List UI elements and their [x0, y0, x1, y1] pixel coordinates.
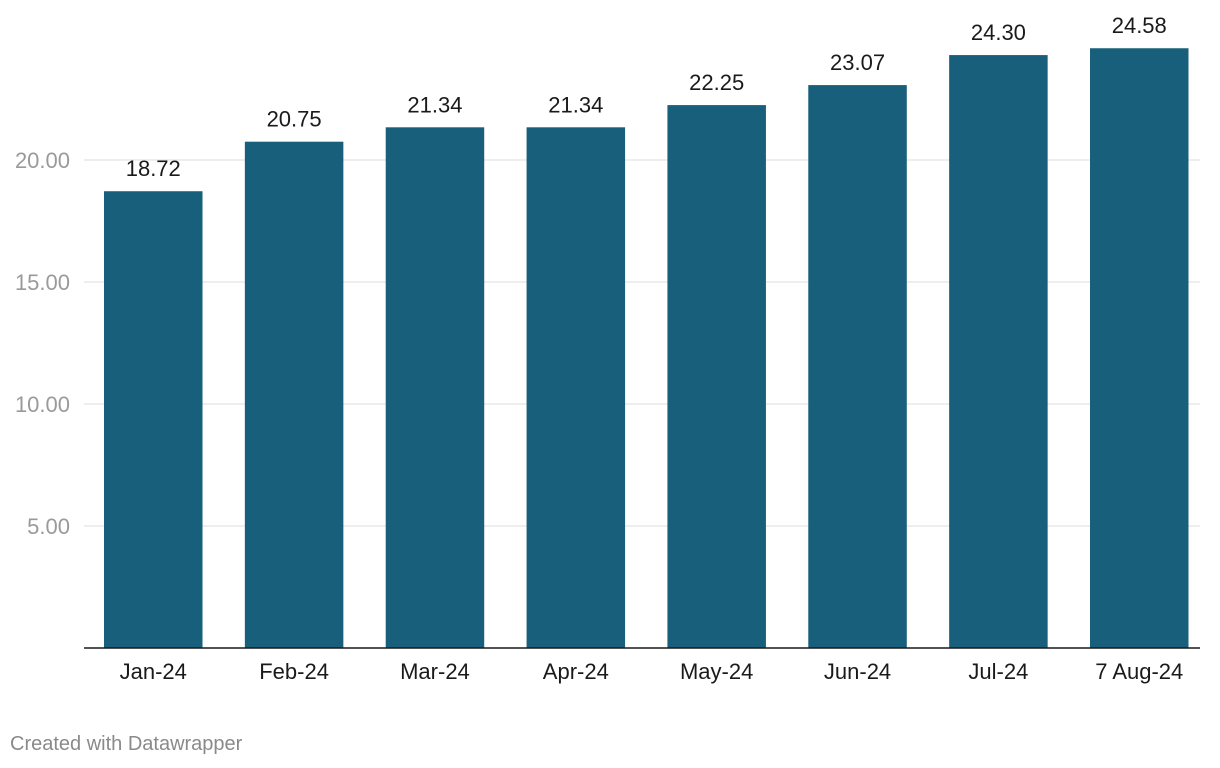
x-tick-label: Feb-24	[259, 659, 329, 684]
bar	[526, 127, 626, 648]
credit-text: Created with Datawrapper	[10, 733, 243, 755]
x-axis-tick-labels: Jan-24 Feb-24 Mar-24 Apr-24 May-24 Jun-24 Jul-…	[120, 659, 1184, 684]
y-axis-tick-labels: 5.00 10.00 15.00 20.00	[15, 148, 70, 539]
x-tick-label: Jan-24	[120, 659, 187, 684]
y-tick-label: 5.00	[27, 514, 70, 539]
data-labels: 18.72 20.75 21.34 21.34 22.25 23.07 24.30 24.58	[126, 13, 1167, 181]
y-tick-label: 10.00	[15, 392, 70, 417]
data-label: 21.34	[548, 92, 603, 117]
x-tick-label: 7 Aug-24	[1095, 659, 1183, 684]
y-tick-label: 20.00	[15, 148, 70, 173]
x-tick-label: Jul-24	[968, 659, 1028, 684]
data-label: 23.07	[830, 50, 885, 75]
bar	[385, 127, 485, 648]
bar	[949, 55, 1048, 648]
data-label: 24.58	[1112, 13, 1167, 38]
bar	[1090, 48, 1189, 649]
data-label: 22.25	[689, 70, 744, 95]
data-label: 24.30	[971, 20, 1026, 45]
x-tick-label: Jun-24	[824, 659, 891, 684]
bars	[104, 48, 1189, 649]
x-tick-label: May-24	[680, 659, 753, 684]
y-tick-label: 15.00	[15, 270, 70, 295]
x-tick-label: Apr-24	[543, 659, 609, 684]
bar	[667, 105, 766, 649]
bar	[808, 85, 907, 649]
bar	[104, 191, 203, 648]
data-label: 20.75	[267, 107, 322, 132]
x-tick-label: Mar-24	[400, 659, 470, 684]
data-label: 21.34	[407, 92, 462, 117]
bar	[244, 141, 344, 648]
data-label: 18.72	[126, 156, 181, 181]
